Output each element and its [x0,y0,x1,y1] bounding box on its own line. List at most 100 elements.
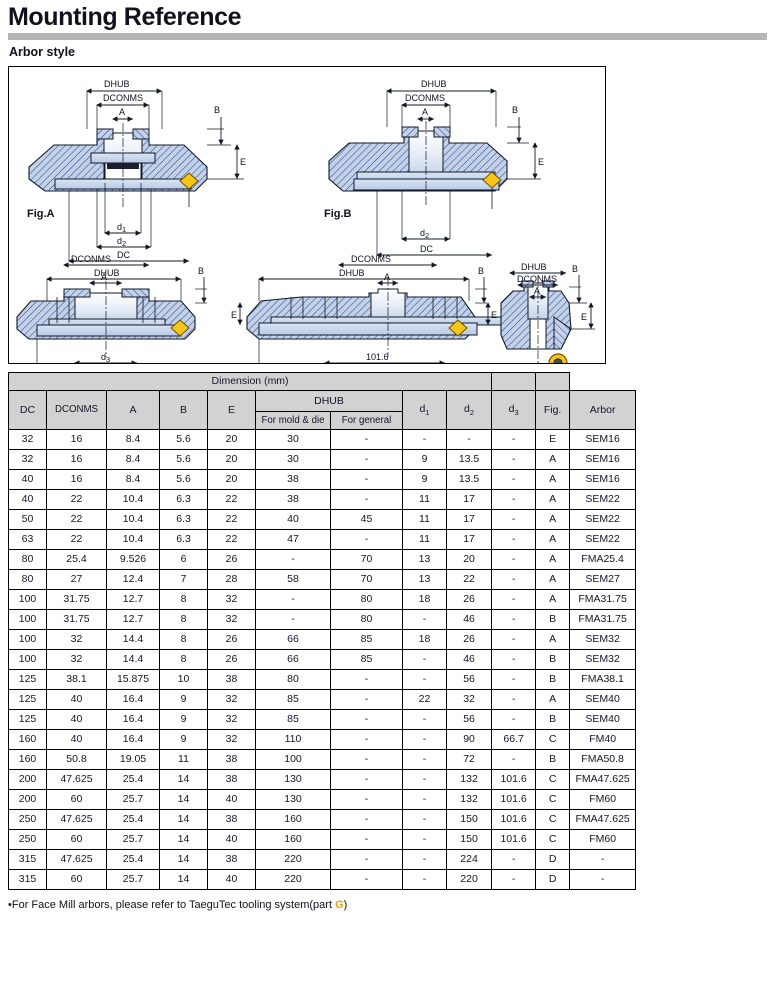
cell-e: 32 [207,729,256,750]
cell-arbor: SEM40 [569,689,637,710]
cell-b: 6.3 [159,509,208,530]
cell-d1: - [402,849,447,870]
cell-fig: A [535,489,571,510]
cell-arbor: FM40 [569,729,637,750]
cell-d1: - [402,749,447,770]
cell-d3: 101.6 [491,789,537,810]
header-arbor: Arbor [569,390,637,430]
cell-d2: 17 [445,509,493,530]
cell-d2: 132 [445,769,493,790]
cell-dc: 125 [8,689,47,710]
cell-d1: - [402,789,447,810]
cell-b: 14 [159,829,208,850]
cell-d3: - [491,669,537,690]
dim-dc-b: DC [420,244,433,254]
cell-dhub_mold: 40 [255,509,331,530]
table-row: 32 16 8.4 5.6 20 30- - - - E SEM16 [8,429,637,450]
cell-d1: 11 [402,489,447,510]
cell-a: 10.4 [106,529,160,550]
figure-b-label: Fig.B [324,208,352,220]
cell-fig: B [535,649,571,670]
cell-arbor: SEM32 [569,649,637,670]
cell-fig: B [535,709,571,730]
cell-dhub_mold: 220 [255,849,331,870]
cell-e: 38 [207,769,256,790]
cell-dhub_gen: 80 [330,609,403,630]
cell-dhub_mold: 160 [255,809,331,830]
cell-arbor: FM60 [569,829,637,850]
cell-b: 14 [159,789,208,810]
cell-a: 9.526 [106,549,160,570]
cell-dhub_mold: 47 [255,529,331,550]
dim-dconms-a: DCONMS [103,93,143,103]
cell-d1: 13 [402,549,447,570]
cell-b: 8 [159,609,208,630]
cell-d3: - [491,469,537,490]
cell-arbor: SEM32 [569,629,637,650]
cell-b: 7 [159,569,208,590]
cell-dhub_gen: - [330,789,403,810]
cell-d3: - [491,709,537,730]
cell-dconms: 16 [46,469,107,490]
insert-round-e [548,353,568,363]
cell-dhub_mold: 58 [255,569,331,590]
table-header-sub-row: For mold & die For general [9,411,636,430]
cell-dc: 100 [8,589,47,610]
cell-d2: 150 [445,809,493,830]
cell-d1: - [402,669,447,690]
cell-fig: C [535,809,571,830]
cell-b: 14 [159,869,208,890]
cell-e: 26 [207,629,256,650]
cell-b: 8 [159,589,208,610]
cell-dhub_gen: - [330,869,403,890]
cell-d2: 13.5 [445,469,493,490]
cell-fig: A [535,689,571,710]
cell-dconms: 27 [46,569,107,590]
cell-arbor: SEM16 [569,469,637,490]
cell-b: 9 [159,689,208,710]
cell-d2: - [445,429,493,450]
dim-a-c: A [101,272,107,282]
cell-dconms: 38.1 [46,669,107,690]
cell-dhub_gen: 70 [330,569,403,590]
cell-fig: D [535,869,571,890]
section-subtitle: Arbor style [9,45,75,59]
cell-d1: - [402,829,447,850]
cell-dhub_gen: 70 [330,549,403,570]
cell-dhub_mold: 66 [255,629,331,650]
cell-b: 5.6 [159,429,208,450]
cell-a: 10.4 [106,489,160,510]
cell-fig: D [535,849,571,870]
cell-d3: - [491,529,537,550]
cell-dc: 40 [8,489,47,510]
cell-d1: - [402,609,447,630]
cell-dconms: 22 [46,529,107,550]
cell-d2: 72 [445,749,493,770]
cell-b: 6 [159,549,208,570]
cell-fig: B [535,669,571,690]
cell-d3: - [491,749,537,770]
cell-d3: - [491,609,537,630]
cell-e: 32 [207,709,256,730]
page-title: Mounting Reference [8,3,242,31]
cell-d1: 11 [402,509,447,530]
cell-arbor: FMA50.8 [569,749,637,770]
cell-e: 38 [207,849,256,870]
dim-b-e: B [572,264,578,274]
cell-dhub_gen: - [330,829,403,850]
cell-b: 6.3 [159,529,208,550]
table-row: 125 40 16.4 9 32 85- -56- B SEM40 [8,709,637,730]
cell-d2: 26 [445,629,493,650]
cell-a: 16.4 [106,689,160,710]
cell-b: 14 [159,849,208,870]
cell-d1: - [402,809,447,830]
cell-d2: 90 [445,729,493,750]
cell-dconms: 40 [46,729,107,750]
cell-d3: 101.6 [491,829,537,850]
table-row: 50 22 10.4 6.3 22 40 45 11 17- A SEM22 [8,509,637,530]
cell-dhub_gen: - [330,489,403,510]
cell-e: 22 [207,529,256,550]
table-row: 200 47.625 25.4 14 38 130- -132 101.6 C FMA47.625 [8,769,637,790]
dim-e-d-right: E [491,310,497,320]
